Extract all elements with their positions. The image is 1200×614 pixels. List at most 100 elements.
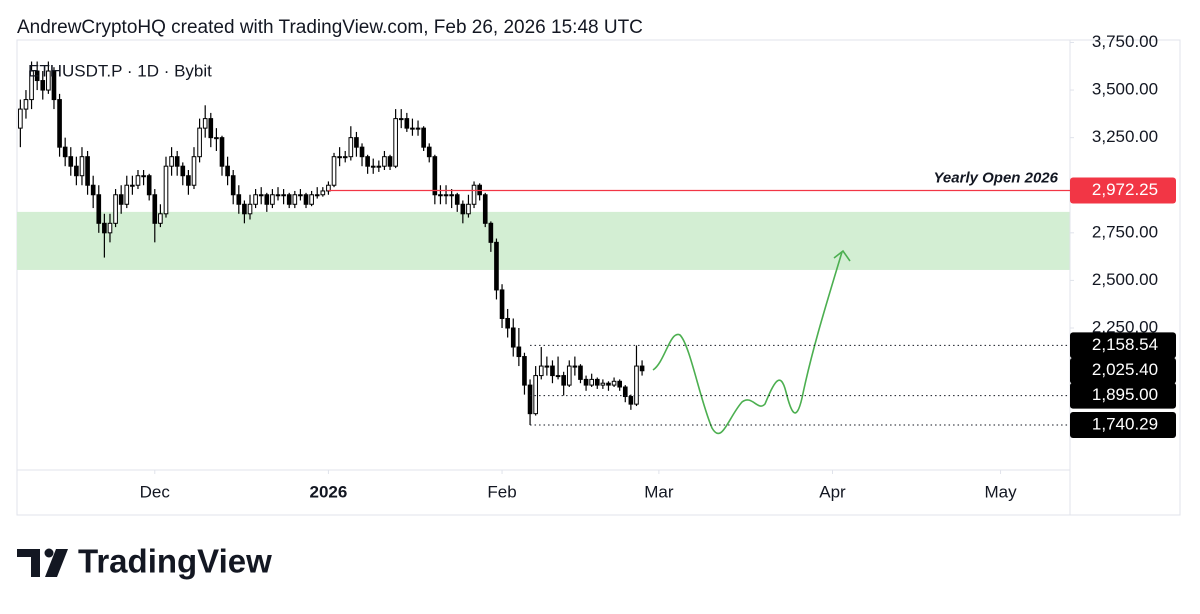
chart-frame — [16, 39, 1181, 516]
candle-body — [639, 365, 645, 372]
candle-body — [230, 175, 236, 196]
candle-body — [186, 175, 191, 186]
candle-body — [286, 194, 292, 205]
logo-mark — [45, 549, 68, 577]
candle-body — [202, 118, 208, 129]
candle-body — [102, 222, 107, 234]
candle-body — [275, 194, 281, 197]
candle-body — [219, 137, 225, 167]
price-badge-label: 2,158.54 — [1092, 335, 1158, 354]
candle-body — [348, 137, 354, 158]
candle-body — [454, 194, 460, 205]
candle-body — [359, 146, 365, 158]
candle-body — [449, 194, 454, 197]
candle-body — [505, 317, 510, 329]
candle-body — [561, 375, 566, 386]
candle-body — [74, 165, 79, 177]
candle-body — [113, 194, 118, 224]
candle-body — [494, 241, 499, 291]
candle-body — [51, 70, 57, 101]
zone — [17, 211, 1070, 270]
price-badge — [1070, 412, 1176, 439]
candle-body — [600, 382, 606, 386]
price-badge-label: 1,895.00 — [1092, 385, 1158, 404]
candle-body — [482, 194, 488, 224]
candle-body — [617, 380, 622, 388]
projection-arrowhead — [833, 249, 851, 262]
logo-mark — [44, 548, 54, 558]
candle-body — [320, 190, 326, 196]
x-tick-label: May — [984, 482, 1017, 501]
candle-layer — [18, 61, 645, 426]
candle-body — [242, 203, 247, 215]
x-tick-label: Mar — [644, 482, 674, 501]
candle-body — [169, 156, 174, 167]
candle-body — [124, 184, 130, 205]
candle-body — [281, 194, 286, 197]
symbol-label: ETHUSDT.P · 1D · Bybit — [28, 61, 212, 80]
candle-body — [527, 384, 533, 415]
candle-body — [365, 156, 370, 167]
candle-body — [292, 194, 298, 205]
candle-body — [583, 378, 589, 386]
candle-body — [264, 194, 270, 205]
candle-body — [18, 108, 23, 129]
candle-body — [208, 118, 214, 139]
header: AndrewCryptoHQ created with TradingView.… — [17, 17, 643, 38]
last-price-badge — [1070, 357, 1176, 384]
candle-body — [572, 365, 578, 368]
candle-body — [611, 380, 617, 386]
candle-body — [393, 118, 398, 167]
zone-layer — [17, 211, 1070, 270]
y-tick-label: 3,750.00 — [1092, 32, 1158, 51]
price-badge — [1070, 332, 1176, 359]
candle-body — [46, 70, 51, 91]
candle-body — [415, 127, 421, 130]
candle-body — [578, 365, 583, 380]
candle-body — [376, 165, 382, 168]
y-tick-label: 3,250.00 — [1092, 127, 1158, 146]
candle-body — [180, 165, 186, 177]
candle-body — [152, 194, 158, 224]
candle-body — [628, 396, 634, 405]
candle-body — [589, 378, 594, 386]
candle-body — [57, 99, 62, 148]
candle-body — [135, 175, 141, 186]
candle-body — [594, 378, 600, 386]
candle-body — [85, 156, 90, 186]
y-tick-label: 2,250.00 — [1092, 317, 1158, 336]
candle-body — [533, 375, 538, 415]
candle-body — [258, 194, 264, 197]
candle-body — [314, 194, 320, 197]
candle-body — [622, 386, 628, 398]
yearly-open-text: Yearly Open 2026 — [933, 169, 1058, 186]
candle-body — [387, 156, 393, 167]
candle-body — [96, 194, 102, 224]
logo-text: TradingView — [78, 543, 272, 580]
candle-body — [342, 156, 348, 159]
x-tick-label: Dec — [140, 482, 171, 501]
x-tick-label: Apr — [819, 482, 846, 501]
candle-body — [34, 70, 40, 82]
candle-body — [438, 194, 443, 197]
candle-body — [499, 289, 505, 319]
candle-body — [516, 346, 522, 358]
logo: TradingView — [17, 543, 272, 580]
candle-body — [225, 165, 230, 177]
candle-body — [236, 194, 242, 205]
candle-body — [555, 375, 561, 378]
candle-body — [270, 194, 275, 205]
candle-body — [443, 194, 449, 197]
candle-body — [158, 213, 163, 224]
candle-body — [62, 146, 68, 158]
candle-body — [68, 156, 74, 167]
candle-body — [544, 365, 550, 368]
candle-body — [247, 203, 253, 215]
candle-body — [382, 156, 387, 167]
candle-body — [118, 194, 124, 205]
candle-body — [191, 156, 197, 186]
candle-body — [471, 184, 477, 205]
price-badge — [1070, 177, 1176, 204]
